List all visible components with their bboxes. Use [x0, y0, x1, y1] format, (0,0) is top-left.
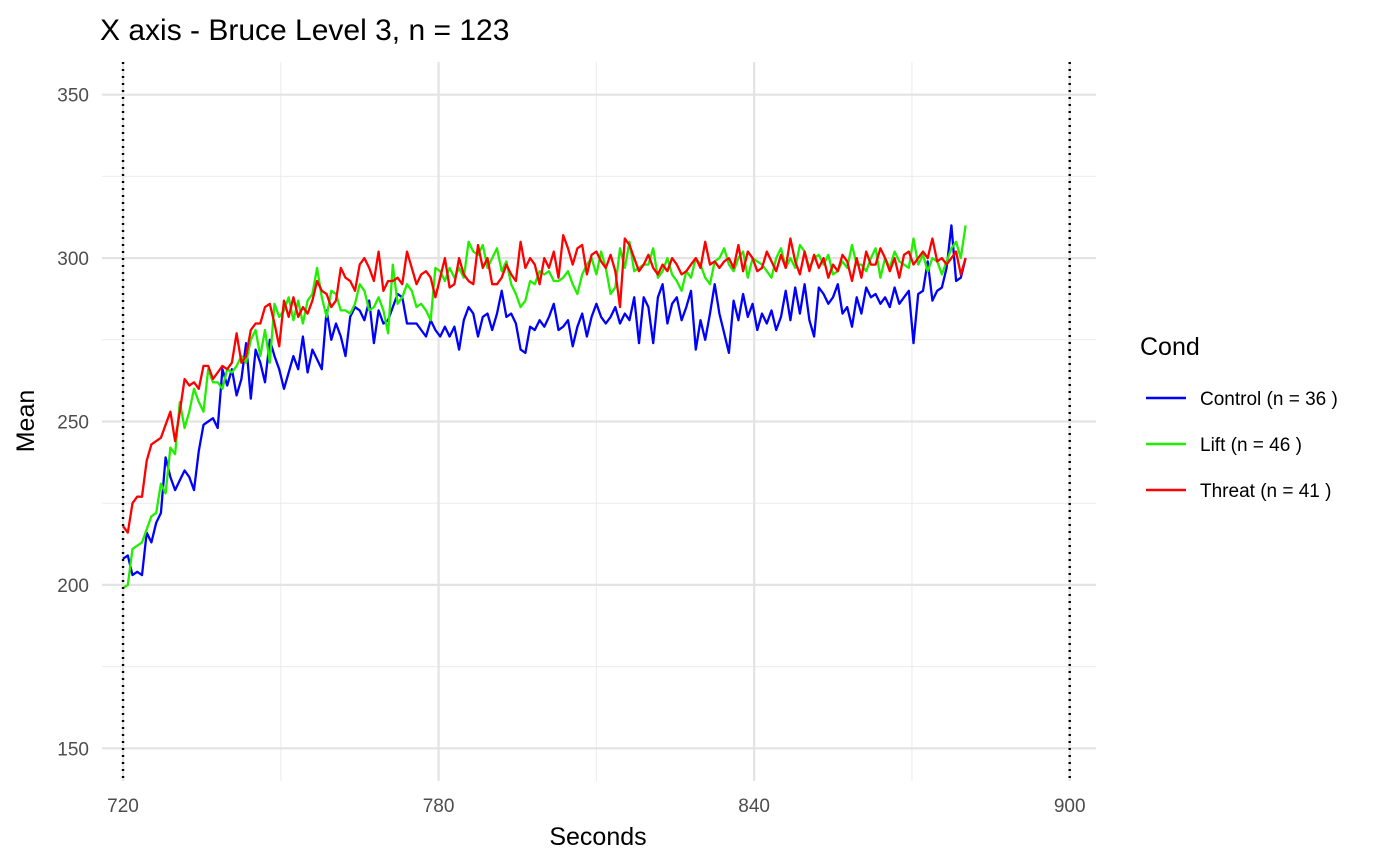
- x-tick-label: 900: [1054, 796, 1086, 817]
- x-axis-title: Seconds: [549, 823, 646, 851]
- x-tick-label: 840: [738, 796, 770, 817]
- legend-label-2: Threat (n = 41 ): [1200, 481, 1331, 502]
- y-tick-label: 250: [57, 413, 89, 434]
- y-tick-label: 200: [57, 576, 89, 597]
- major-gridlines: [102, 62, 1096, 781]
- series-line-1: [122, 225, 967, 590]
- y-axis-title: Mean: [12, 390, 40, 453]
- y-tick-label: 150: [57, 739, 89, 760]
- minor-gridlines: [102, 62, 1096, 781]
- series-lines: [122, 224, 967, 590]
- tick-labels: 720 780 840 900 150 200 250 300 350: [57, 86, 1085, 817]
- reference-lines: [121, 62, 1071, 781]
- y-tick-label: 300: [57, 249, 89, 270]
- legend-label-0: Control (n = 36 ): [1200, 389, 1338, 410]
- legend-label-1: Lift (n = 46 ): [1200, 435, 1302, 456]
- series-line-2: [122, 234, 967, 534]
- x-tick-label: 780: [423, 796, 455, 817]
- series-line-0: [122, 224, 967, 577]
- legend-items: Control (n = 36 ) Lift (n = 46 ) Threat (n…: [1146, 389, 1338, 502]
- x-tick-label: 720: [107, 796, 139, 817]
- chart-title: X axis - Bruce Level 3, n = 123: [100, 14, 509, 47]
- legend-title: Cond: [1140, 333, 1200, 361]
- y-tick-label: 350: [57, 86, 89, 107]
- legend: Cond Control (n = 36 ) Lift (n = 46 ) Thre…: [1140, 333, 1338, 502]
